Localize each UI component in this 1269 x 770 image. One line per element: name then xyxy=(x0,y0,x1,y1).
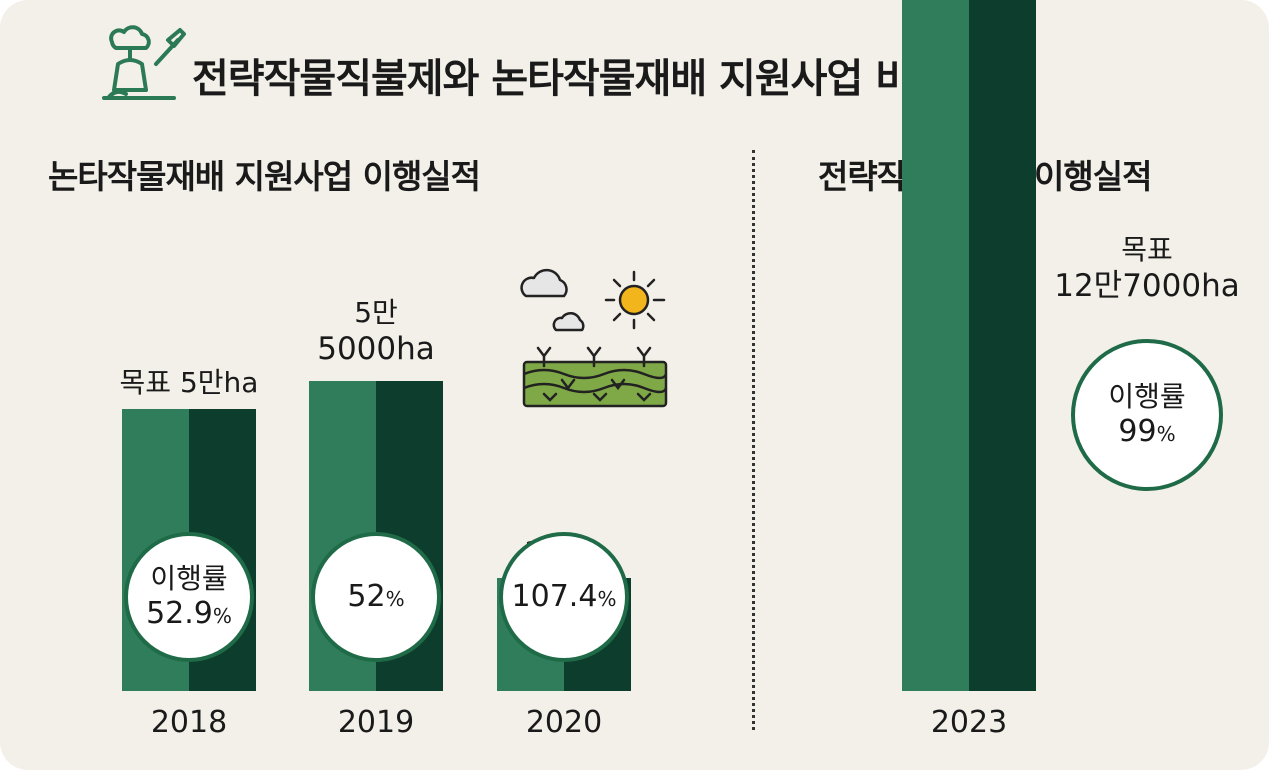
rate-unit: % xyxy=(212,603,232,628)
rate-value: 52.9% xyxy=(146,596,232,632)
rate-unit: % xyxy=(1156,421,1176,446)
rate-number: 107.4 xyxy=(511,579,598,614)
rate-value: 107.4% xyxy=(512,579,617,615)
target-label: 목표 12만7000ha xyxy=(1017,232,1269,306)
field-weather-icon xyxy=(520,268,668,408)
rate-label: 이행률 xyxy=(1108,380,1186,414)
farmer-shovel-icon xyxy=(102,25,186,100)
target-label: 5만 5000ha xyxy=(246,295,506,369)
rate-circle: 이행률 99% xyxy=(1071,339,1223,491)
rate-circle: 이행률 52.9% xyxy=(124,532,254,662)
rate-number: 52 xyxy=(347,579,386,614)
year-label: 2020 xyxy=(525,705,603,740)
year-label: 2019 xyxy=(337,705,415,740)
bar xyxy=(902,0,1036,691)
rate-circle: 52% xyxy=(311,532,441,662)
target-label-line1: 5만 xyxy=(354,295,398,329)
main-title: 전략작물직불제와 논타작물재배 지원사업 비교 xyxy=(192,56,948,102)
rate-label: 이행률 xyxy=(150,562,228,596)
target-label-line2: 5000ha xyxy=(317,330,435,367)
rate-circle: 107.4% xyxy=(499,532,629,662)
target-label-line1: 목표 xyxy=(1121,233,1173,266)
rate-unit: % xyxy=(385,587,405,611)
left-section-title: 논타작물재배 지원사업 이행실적 xyxy=(48,157,481,196)
rate-unit: % xyxy=(597,587,617,611)
rate-number: 99 xyxy=(1118,413,1157,449)
target-label-line2: 12만7000ha xyxy=(1054,268,1240,304)
year-label: 2023 xyxy=(930,705,1008,740)
rate-number: 52.9 xyxy=(146,595,213,631)
target-label: 목표 5만ha xyxy=(119,366,259,399)
rate-value: 99% xyxy=(1118,414,1175,450)
rate-value: 52% xyxy=(347,579,404,615)
section-divider xyxy=(752,150,755,730)
year-label: 2018 xyxy=(150,705,228,740)
